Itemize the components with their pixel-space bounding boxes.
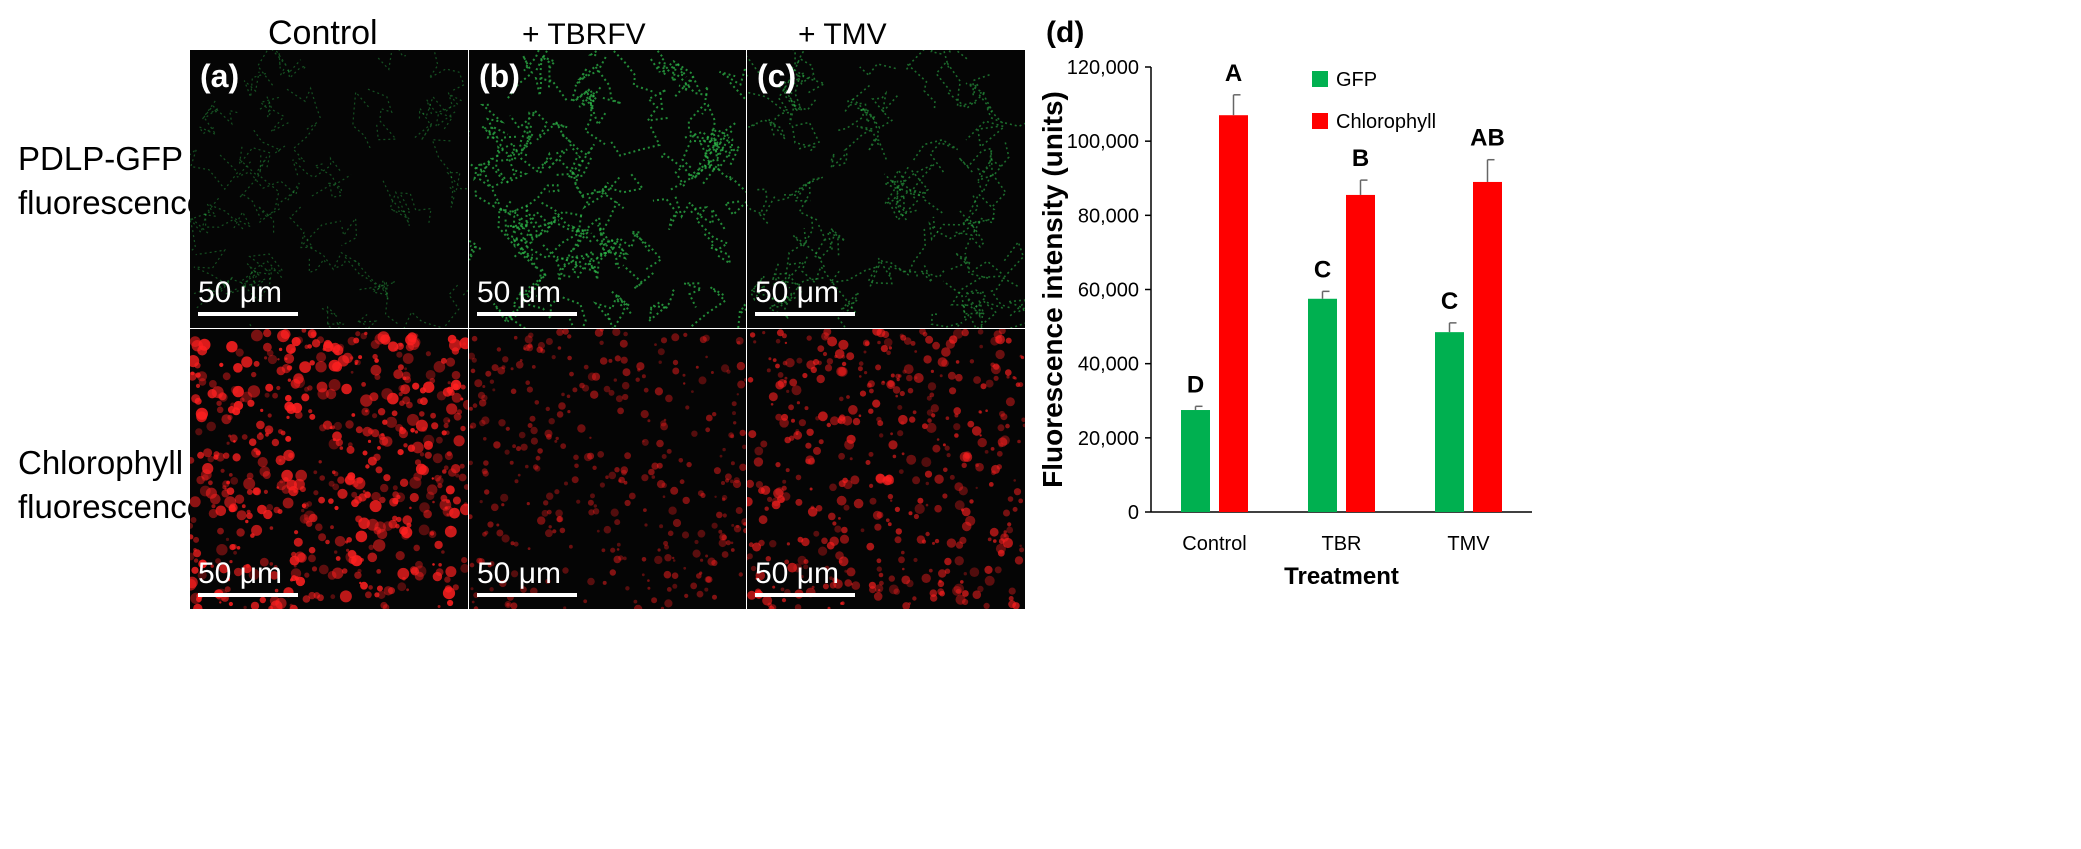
y-tick-label: 40,000 <box>1078 354 1139 376</box>
y-tick-label: 20,000 <box>1078 428 1139 450</box>
micrograph-tmv-gfp: (c) 50 μm <box>747 50 1025 328</box>
legend-label-gfp: GFP <box>1336 69 1377 91</box>
significance-letter: A <box>1225 60 1242 87</box>
column-header-control: Control <box>268 14 378 52</box>
column-header-tbrfv: + TBRFV <box>522 18 646 51</box>
micrograph-control-gfp: (a) 50 μm <box>190 50 468 328</box>
micrograph-texture <box>747 50 1025 328</box>
scale-bar-label: 50 μm <box>477 276 561 309</box>
micrograph-texture <box>469 329 746 609</box>
scale-bar-label: 50 μm <box>198 276 282 309</box>
micrograph-texture <box>747 329 1025 609</box>
micrograph-tmv-chlorophyll: 50 μm <box>747 329 1025 609</box>
legend-swatch-chlorophyll <box>1312 113 1328 129</box>
column-header-tmv: + TMV <box>798 18 887 51</box>
bar-gfp-tmv <box>1435 332 1464 512</box>
panel-label: (c) <box>757 58 797 94</box>
y-axis-title: Fluorescence intensity (units) <box>1040 91 1068 488</box>
x-axis-title: Treatment <box>1284 563 1399 590</box>
scale-bar-line <box>477 312 577 316</box>
scale-bar-line <box>198 593 298 597</box>
panel-label: (a) <box>200 58 240 94</box>
scale-bar: 50 μm <box>755 276 855 316</box>
significance-letter: C <box>1314 256 1331 283</box>
micrograph-tbrfv-gfp: (b) 50 μm <box>469 50 746 328</box>
scale-bar-label: 50 μm <box>755 276 839 309</box>
y-tick-label: 80,000 <box>1078 205 1139 227</box>
micrograph-texture <box>190 50 468 328</box>
row-label-chlorophyll-line1: Chlorophyll <box>18 444 184 481</box>
row-label-gfp-line2: fluorescence <box>18 184 206 221</box>
scale-bar-line <box>477 593 577 597</box>
row-label-chlorophyll: Chlorophyll fluorescence <box>18 441 205 529</box>
legend-swatch-gfp <box>1312 71 1328 87</box>
micrograph-texture <box>469 50 746 328</box>
x-tick-label: TMV <box>1447 533 1490 555</box>
scale-bar-label: 50 μm <box>198 557 282 590</box>
x-tick-label: TBR <box>1322 533 1362 555</box>
scale-bar-label: 50 μm <box>755 557 839 590</box>
significance-letter: B <box>1352 145 1369 172</box>
scale-bar-label: 50 μm <box>477 557 561 590</box>
micrograph-tbrfv-chlorophyll: 50 μm <box>469 329 746 609</box>
scale-bar: 50 μm <box>198 276 298 316</box>
bar-gfp-tbr <box>1308 298 1337 512</box>
significance-letter: AB <box>1470 125 1505 152</box>
scale-bar: 50 μm <box>477 557 577 597</box>
y-tick-label: 60,000 <box>1078 280 1139 302</box>
y-tick-label: 120,000 <box>1067 57 1139 79</box>
scale-bar-line <box>198 312 298 316</box>
y-tick-label: 100,000 <box>1067 131 1139 153</box>
bar-chart: (d) 0 20,000 40,000 60,000 80,000 100,000 120,0… <box>1040 16 1532 590</box>
bar-chlorophyll-tmv <box>1473 181 1502 513</box>
scale-bar: 50 μm <box>198 557 298 597</box>
y-tick-label: 0 <box>1128 502 1139 524</box>
scale-bar: 50 μm <box>755 557 855 597</box>
bar-chlorophyll-tbr <box>1346 194 1375 512</box>
row-label-gfp: PDLP-GFP fluorescence <box>18 137 205 225</box>
significance-letter: D <box>1187 371 1204 398</box>
significance-letter: C <box>1441 288 1458 315</box>
micrograph-texture <box>190 329 468 609</box>
bar-chlorophyll-control <box>1219 115 1248 512</box>
scale-bar-line <box>755 593 855 597</box>
legend-label-chlorophyll: Chlorophyll <box>1336 111 1436 133</box>
chart-panel-label: (d) <box>1046 16 1084 49</box>
row-label-chlorophyll-line2: fluorescence <box>18 488 206 525</box>
scale-bar-line <box>755 312 855 316</box>
micrograph-control-chlorophyll: 50 μm <box>190 329 468 609</box>
row-label-gfp-line1: PDLP-GFP <box>18 140 184 177</box>
panel-label: (b) <box>479 58 520 94</box>
bar-gfp-control <box>1181 410 1210 512</box>
x-tick-label: Control <box>1182 533 1246 555</box>
scale-bar: 50 μm <box>477 276 577 316</box>
